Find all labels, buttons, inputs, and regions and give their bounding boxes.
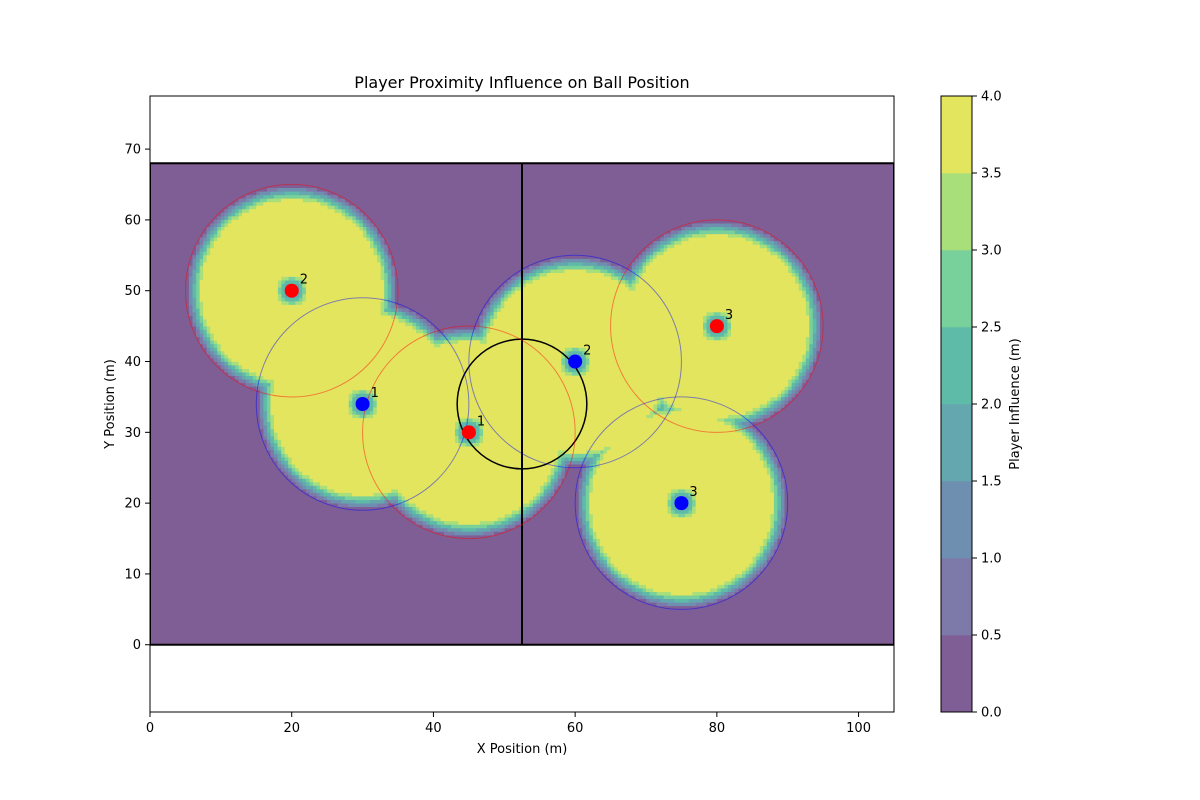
player-marker-team1-3 (709, 319, 724, 334)
y-axis: 0 10 20 30 40 50 60 70 (124, 143, 150, 653)
colorbar-band-2 (941, 481, 972, 559)
x-axis-label: X Position (m) (477, 742, 568, 757)
player-marker-team2-2 (568, 354, 583, 369)
colorbar-tick-label-0: 0.0 (981, 706, 1002, 721)
y-tick-label-60: 60 (124, 213, 141, 228)
influence-radius-team1-player-2 (184, 183, 399, 398)
colorbar-band-4 (941, 327, 972, 405)
colorbar-band-1 (941, 558, 972, 636)
x-tick-label-0: 0 (146, 721, 154, 736)
y-tick-label-0: 0 (133, 638, 141, 653)
player-label-team2-2: 2 (583, 344, 591, 359)
player-label-team1-2: 2 (300, 273, 308, 288)
player-label-team2-1: 1 (371, 386, 379, 401)
y-tick-label-70: 70 (124, 143, 141, 158)
influence-radius-team2-player-3 (574, 396, 789, 610)
colorbar: 0.0 0.5 1.0 1.5 2.0 2.5 3.0 3.5 4.0 (940, 90, 1002, 721)
y-axis-label: Y Position (m) (103, 359, 118, 450)
x-axis: 0 20 40 60 80 100 (146, 712, 871, 736)
colorbar-band-3 (941, 404, 972, 482)
x-tick-label-100: 100 (846, 721, 871, 736)
colorbar-tick-label-2: 1.0 (981, 552, 1002, 567)
colorbar-band-6 (941, 173, 972, 251)
y-tick-label-40: 40 (124, 355, 141, 370)
colorbar-band-7 (941, 96, 972, 174)
player-marker-team2-1 (355, 397, 370, 411)
colorbar-tick-label-5: 2.5 (981, 321, 1002, 336)
colorbar-tick-label-4: 2.0 (981, 398, 1002, 413)
player-label-team2-3: 3 (689, 485, 697, 500)
player-label-team1-1: 1 (477, 414, 485, 429)
y-tick-label-50: 50 (124, 284, 141, 299)
center-circle (456, 338, 588, 470)
player-marker-team2-3 (674, 496, 689, 511)
player-marker-team1-1 (461, 425, 476, 440)
plot-area: 1 2 3 1 2 3 (149, 95, 895, 713)
influence-radius-team2-player-2 (468, 254, 682, 469)
x-tick-label-20: 20 (283, 721, 300, 736)
x-tick-label-80: 80 (709, 721, 726, 736)
colorbar-tick-label-6: 3.0 (981, 244, 1002, 259)
colorbar-tick-label-1: 0.5 (981, 629, 1002, 644)
influence-radius-team2-player-1 (255, 297, 470, 511)
influence-field: 1 2 3 1 2 3 (150, 162, 894, 646)
influence-radius-team1-player-1 (362, 325, 576, 540)
colorbar-tick-label-3: 1.5 (981, 475, 1002, 490)
chart-title: Player Proximity Influence on Ball Posit… (354, 73, 689, 92)
plot-frame (149, 95, 895, 713)
contour-band-5 (196, 195, 813, 600)
colorbar-tick-label-7: 3.5 (981, 167, 1002, 182)
y-tick-label-20: 20 (124, 497, 141, 512)
colorbar-label: Player Influence (m) (1008, 338, 1023, 469)
x-tick-label-60: 60 (567, 721, 584, 736)
colorbar-band-5 (941, 250, 972, 328)
colorbar-tick-label-8: 4.0 (981, 90, 1002, 105)
y-tick-label-30: 30 (124, 426, 141, 441)
player-label-team1-3: 3 (725, 308, 733, 323)
y-tick-label-10: 10 (124, 567, 141, 582)
player-marker-team1-2 (284, 283, 299, 298)
colorbar-band-0 (941, 635, 972, 713)
influence-radius-team1-player-3 (610, 219, 824, 433)
x-tick-label-40: 40 (425, 721, 442, 736)
contour-band-7 (199, 198, 810, 596)
